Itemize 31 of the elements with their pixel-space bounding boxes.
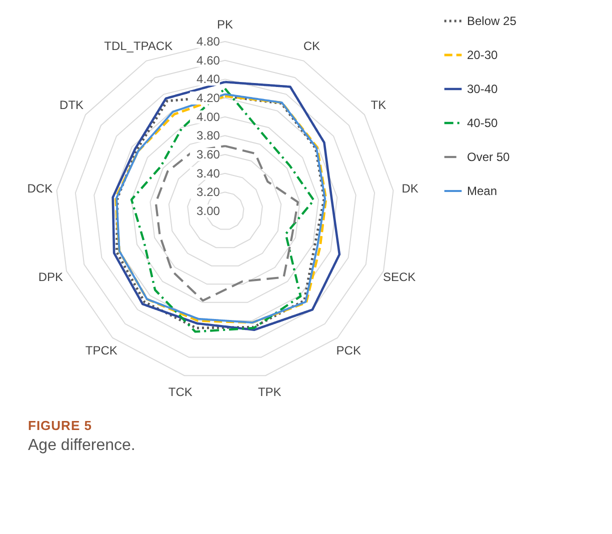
legend-label: 40-50 (467, 116, 498, 130)
spoke-label: DTK (60, 98, 84, 112)
spoke-label: TPCK (85, 344, 118, 358)
spoke-label: PCK (336, 344, 361, 358)
y-tick-label: 3.00 (196, 204, 220, 218)
caption: FIGURE 5 (28, 418, 93, 433)
legend-label: 30-40 (467, 82, 498, 96)
y-tick-label: 4.60 (196, 53, 220, 68)
legend-label: Mean (467, 184, 498, 198)
spoke-label: DK (402, 182, 418, 196)
spoke-label: TCK (168, 385, 192, 400)
y-tick-label: 4.00 (196, 110, 220, 124)
legend-label: 20-30 (467, 48, 498, 62)
legend-label: Over 50 (467, 150, 510, 164)
y-tick-label: 4.40 (196, 72, 220, 86)
y-tick-label: 4.80 (196, 34, 220, 49)
spoke-label: TDL_TPACK (104, 38, 173, 53)
spoke-label: SECK (382, 270, 416, 284)
y-tick-label: 3.80 (196, 128, 220, 143)
spoke-label: DCK (27, 182, 53, 196)
y-tick-label: 3.60 (196, 148, 220, 162)
spoke-label: PK (216, 18, 234, 32)
spoke-label: CK (303, 38, 320, 53)
y-tick-label: 3.40 (196, 166, 220, 180)
legend-label: Below 25 (467, 14, 517, 28)
y-tick-label: 4.20 (196, 91, 220, 106)
spoke-label: TPK (258, 385, 282, 400)
text: Age difference. (28, 437, 136, 455)
spoke-label: DPK (38, 270, 64, 284)
y-tick-label: 3.20 (196, 185, 220, 200)
spoke-label: TK (370, 98, 386, 112)
